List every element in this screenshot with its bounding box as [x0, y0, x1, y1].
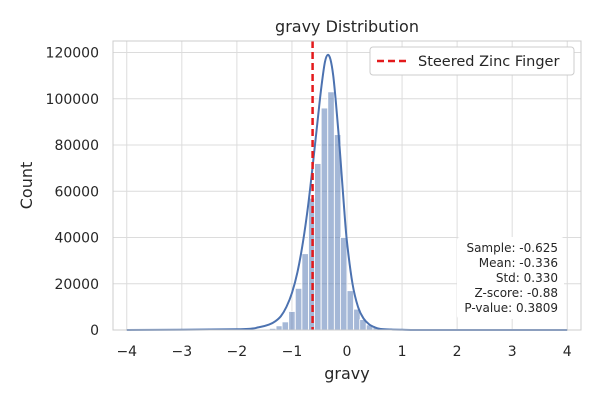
- histogram-bar: [320, 107, 329, 331]
- kde-layer: [126, 53, 568, 332]
- histogram-bar: [294, 287, 303, 331]
- y-tick-label: 100000: [46, 92, 99, 108]
- x-tick-label: −4: [116, 344, 137, 360]
- x-axis-title: gravy: [324, 364, 369, 383]
- y-tick-label: 0: [90, 323, 99, 339]
- stats-sample: Sample: -0.625: [466, 241, 558, 255]
- x-tick-label: 4: [563, 344, 572, 360]
- x-tick-label: −3: [172, 344, 193, 360]
- histogram-bar: [288, 311, 296, 331]
- stats-std: Std: 0.330: [496, 271, 558, 285]
- y-axis-title: Count: [17, 162, 36, 210]
- kde-curve: [126, 53, 568, 332]
- stats-pvalue: P-value: 0.3809: [464, 301, 558, 315]
- stats-box-background: [457, 237, 564, 319]
- histogram-bar: [327, 91, 335, 331]
- legend-box: [369, 46, 575, 76]
- stats-box: Sample: -0.625 Mean: -0.336 Std: 0.330 Z…: [457, 237, 564, 319]
- y-tick-label: 80000: [54, 138, 99, 154]
- x-tick-label: 2: [453, 344, 462, 360]
- histogram-bar: [301, 253, 309, 331]
- histogram-bar: [340, 237, 348, 331]
- histogram-bar: [314, 163, 322, 331]
- x-tick-labels: −4 −3 −2 −1 0 1 2 3 4: [116, 344, 571, 360]
- histogram-bar: [275, 325, 283, 331]
- legend: Steered Zinc Finger: [369, 46, 575, 76]
- x-tick-label: 1: [398, 344, 407, 360]
- x-tick-label: −1: [282, 344, 303, 360]
- chart-title: gravy Distribution: [275, 17, 419, 36]
- histogram-bar: [346, 290, 354, 331]
- x-tick-label: −2: [227, 344, 248, 360]
- stats-mean: Mean: -0.336: [479, 256, 558, 270]
- legend-label-steered-zinc-finger: Steered Zinc Finger: [418, 54, 559, 70]
- y-tick-label: 20000: [54, 277, 99, 293]
- y-tick-labels: 0 20000 40000 60000 80000 100000 120000: [46, 46, 99, 339]
- stats-zscore: Z-score: -0.88: [475, 286, 559, 300]
- plot-frame: [112, 40, 582, 331]
- y-tick-label: 120000: [46, 46, 99, 62]
- y-tick-label: 40000: [54, 231, 99, 247]
- x-tick-label: 0: [343, 344, 352, 360]
- y-tick-label: 60000: [54, 184, 99, 200]
- histogram-bar: [281, 321, 289, 331]
- x-tick-label: 3: [508, 344, 517, 360]
